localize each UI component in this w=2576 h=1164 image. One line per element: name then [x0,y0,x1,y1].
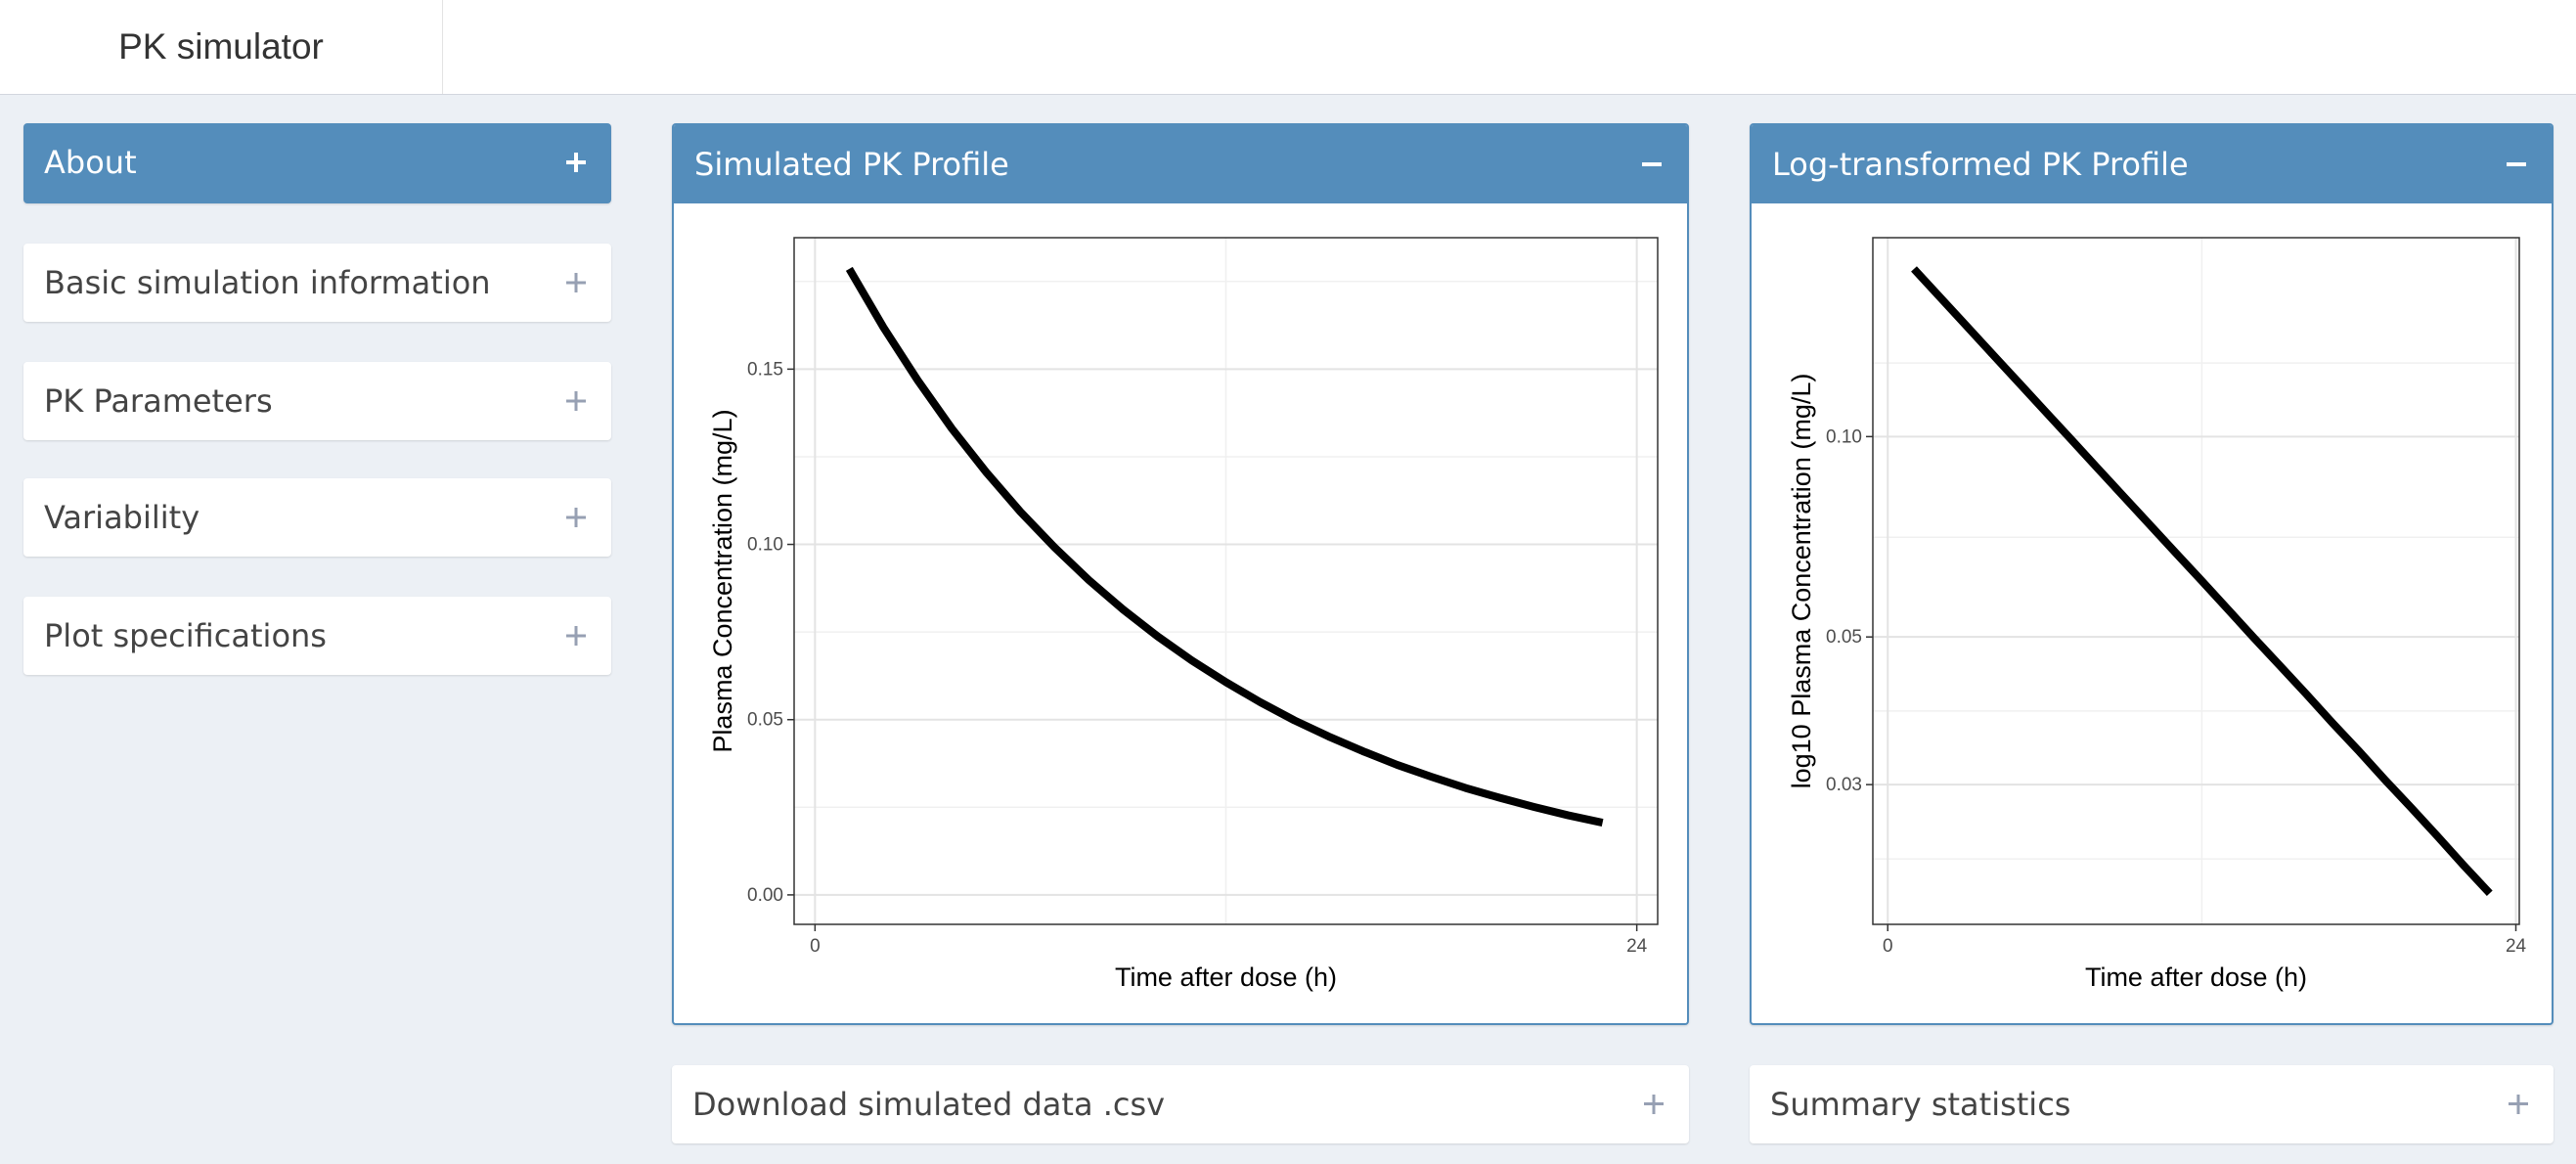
sidebar-box: Basic simulation information [23,244,611,322]
expand-icon[interactable] [564,271,588,294]
expand-icon[interactable] [1642,1093,1666,1116]
y-tick-label: 0.05 [747,710,783,731]
x-tick-label: 0 [1883,936,1893,957]
collapsed-box: Summary statistics [1750,1065,2554,1143]
expand-icon[interactable] [564,389,588,413]
y-tick-label: 0.03 [1826,775,1862,795]
box-header[interactable]: Variability [23,478,611,557]
y-tick-label: 0.10 [747,535,783,556]
collapsed-box: Download simulated data .csv [672,1065,1689,1143]
app-title[interactable]: PK simulator [0,0,443,94]
header: PK simulator [0,0,2576,95]
box-header[interactable]: Basic simulation information [23,244,611,322]
sidebar-box: Plot specifications [23,597,611,675]
data-line [845,266,1604,827]
y-axis-title: log10 Plasma Concentration (mg/L) [1787,374,1816,789]
box-title: PK Parameters [44,382,273,420]
sidebar-box: About [23,123,611,203]
x-tick-label: 24 [1626,936,1648,957]
chart: 0.00 0.05 0.10 0.15 0 24 Time after dose (h) Pl… [708,237,1659,992]
chart: 0.03 0.05 0.10 0 24 Time after dose (h) log10 … [1787,237,2527,992]
expand-icon[interactable] [564,624,588,648]
x-axis-title: Time after dose (h) [1115,963,1337,992]
sidebar-box: PK Parameters [23,362,611,440]
box-title: Simulated PK Profile [694,146,1009,183]
box-title: About [44,144,137,181]
plot-border [793,237,1659,925]
y-tick-label: 0.05 [1826,627,1862,648]
box-header[interactable]: Plot specifications [23,597,611,675]
expand-icon[interactable] [564,151,588,174]
x-axis-title: Time after dose (h) [2085,963,2307,992]
data-line [1911,266,2493,896]
box-header[interactable]: About [23,123,611,201]
y-tick-label: 0.10 [1826,426,1862,447]
y-tick-label: 0.00 [747,885,783,906]
box-title: Summary statistics [1770,1086,2071,1123]
box-header[interactable]: Summary statistics [1750,1065,2554,1143]
chart-box: Log-transformed PK Profile 0.03 0.05 0.10 0… [1750,123,2554,1025]
box-header[interactable]: Download simulated data .csv [672,1065,1689,1143]
expand-icon[interactable] [2507,1093,2530,1116]
x-tick-label: 0 [810,936,821,957]
collapse-icon[interactable] [2505,153,2528,176]
sidebar-box: Variability [23,478,611,557]
box-header[interactable]: Log-transformed PK Profile [1752,125,2552,203]
x-tick-label: 24 [2506,936,2527,957]
chart-box: Simulated PK Profile 0.00 0.05 0.10 0.15 0 24… [672,123,1689,1025]
box-title: Plot specifications [44,617,327,654]
box-title: Variability [44,499,200,536]
box-title: Basic simulation information [44,264,491,301]
expand-icon[interactable] [564,506,588,529]
y-tick-label: 0.15 [747,359,783,380]
collapse-icon[interactable] [1640,153,1664,176]
box-header[interactable]: Simulated PK Profile [674,125,1687,203]
y-axis-title: Plasma Concentration (mg/L) [708,409,737,752]
box-title: Log-transformed PK Profile [1772,146,2189,183]
plot-border [1872,237,2520,925]
box-title: Download simulated data .csv [692,1086,1166,1123]
box-header[interactable]: PK Parameters [23,362,611,440]
